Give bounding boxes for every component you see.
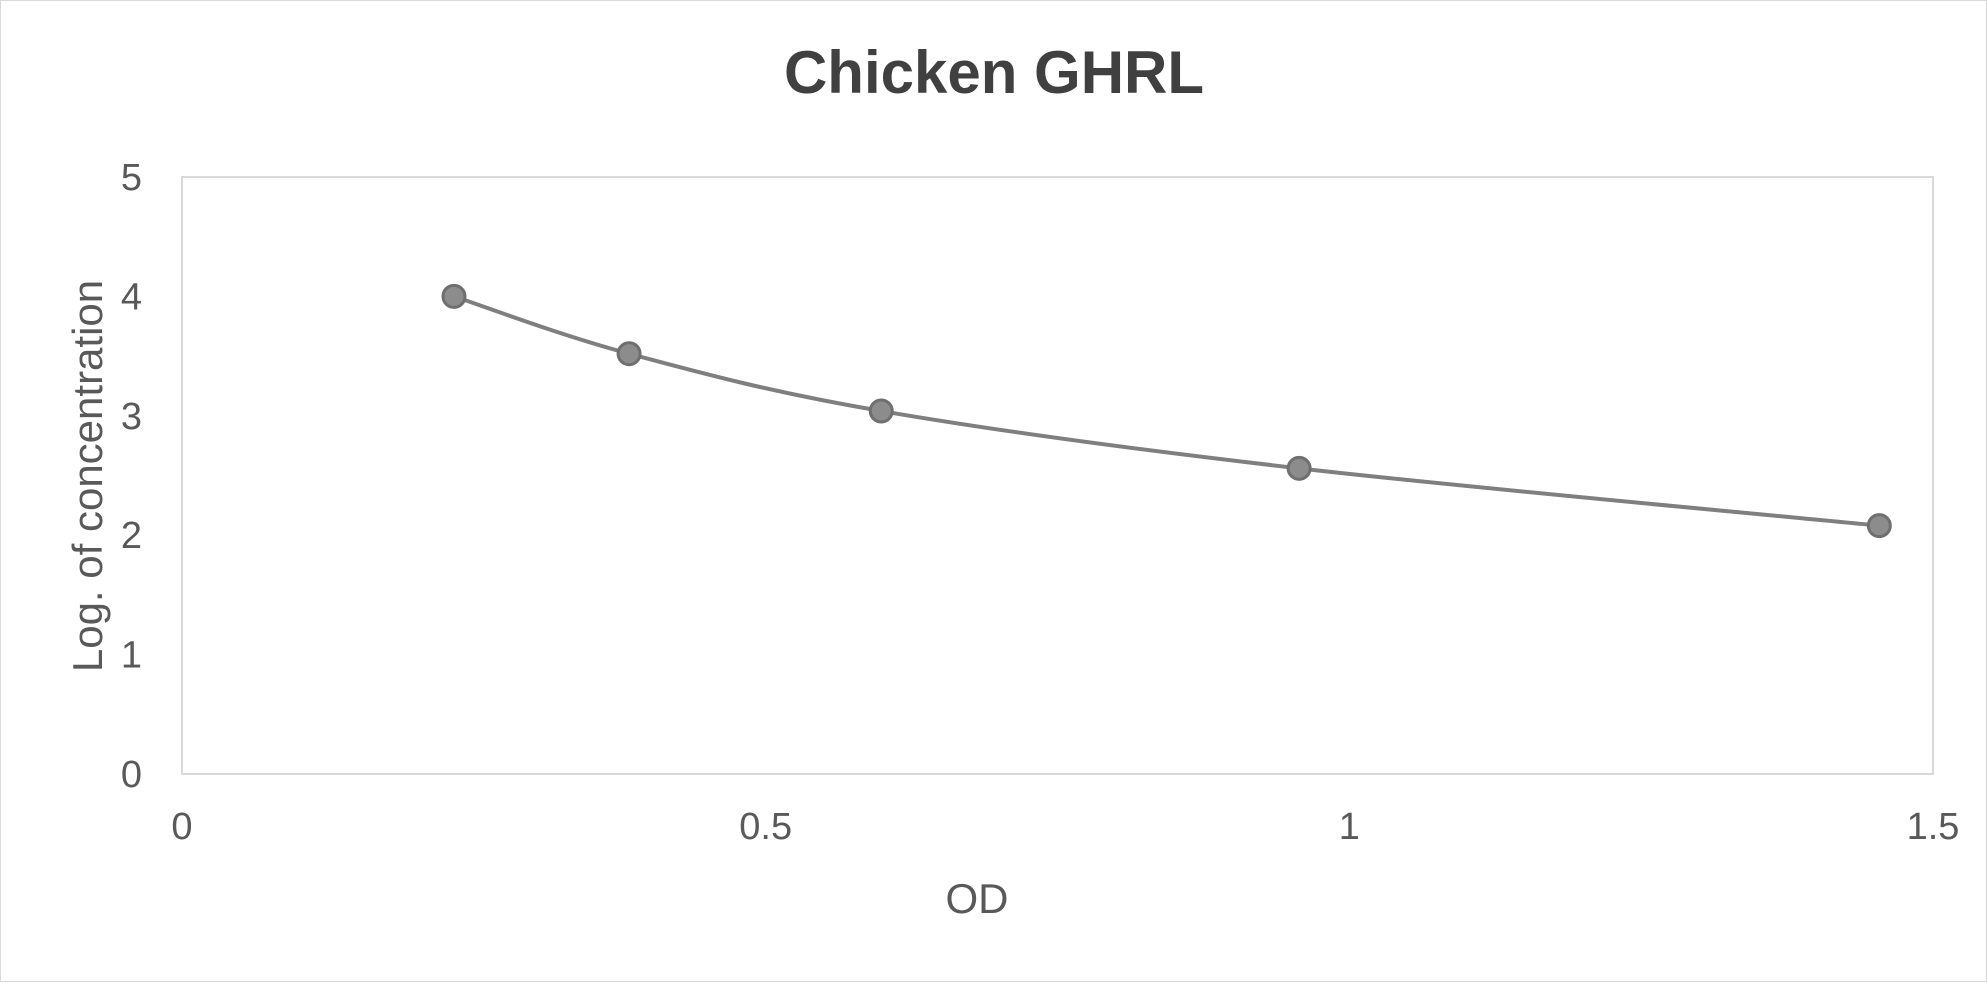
x-axis-label: OD: [946, 875, 1009, 922]
series-line: [453, 294, 1880, 528]
data-point: [1286, 455, 1312, 481]
x-tick-label: 1.5: [1907, 806, 1960, 848]
x-tick-label: 0.5: [739, 806, 792, 848]
y-tick-label: 3: [121, 396, 142, 438]
data-point: [616, 341, 642, 367]
plot-area: [181, 176, 1934, 775]
x-tick-label: 1: [1339, 806, 1360, 848]
data-point: [868, 398, 894, 424]
y-axis-ticks: 0 1 2 3 4 5: [121, 157, 142, 796]
y-tick-label: 5: [121, 157, 142, 199]
y-tick-label: 2: [121, 515, 142, 557]
y-tick-label: 4: [121, 276, 142, 318]
y-axis-label: Log. of concentration: [64, 280, 111, 672]
x-tick-label: 0: [171, 806, 192, 848]
x-axis-ticks: 0 0.5 1 1.5: [171, 806, 1959, 848]
y-tick-label: 1: [121, 635, 142, 677]
data-point: [441, 283, 467, 309]
chart-title: Chicken GHRL: [784, 39, 1204, 106]
series-markers: [441, 283, 1892, 539]
data-point: [1866, 513, 1892, 539]
y-tick-label: 0: [121, 754, 142, 796]
